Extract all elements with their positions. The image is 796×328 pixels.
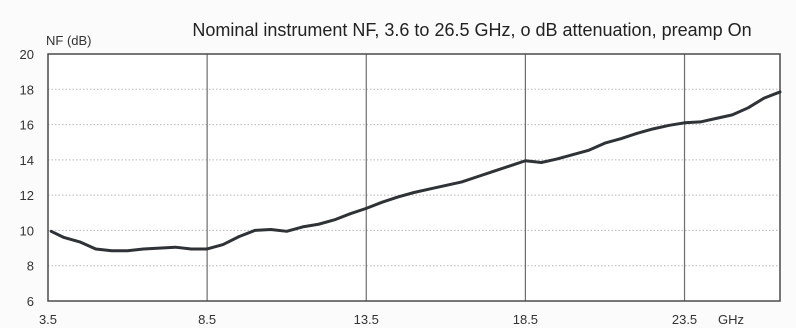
- chart-title: Nominal instrument NF, 3.6 to 26.5 GHz, …: [192, 20, 751, 40]
- series-point: [715, 117, 718, 120]
- series-point: [556, 157, 559, 161]
- series-point: [94, 247, 97, 251]
- series-point: [778, 90, 782, 94]
- y-tick-label: 16: [20, 118, 34, 133]
- series-point: [428, 187, 432, 191]
- series-point: [396, 195, 400, 199]
- series-point: [635, 132, 638, 135]
- series-point: [349, 212, 352, 215]
- series-point: [221, 243, 225, 246]
- y-tick-label: 8: [27, 259, 34, 274]
- y-tick-label: 20: [20, 47, 34, 62]
- series-point: [603, 141, 607, 145]
- series-point: [285, 230, 288, 233]
- series-point: [301, 225, 304, 229]
- series-point: [524, 159, 527, 162]
- series-point: [237, 235, 241, 238]
- series-point: [540, 161, 543, 164]
- y-tick-label: 18: [20, 82, 34, 97]
- x-tick-label: 3.5: [39, 312, 57, 327]
- series-point: [126, 249, 129, 252]
- series-point: [142, 247, 145, 251]
- series-point: [205, 247, 209, 251]
- series-point: [619, 137, 623, 140]
- series-point: [380, 201, 384, 204]
- series-point: [587, 148, 591, 152]
- x-tick-label: 18.5: [513, 312, 538, 327]
- series-point: [476, 175, 479, 178]
- x-tick-label: 13.5: [354, 312, 379, 327]
- series-point: [174, 245, 177, 249]
- series-point: [62, 236, 66, 239]
- x-tick-label: 23.5: [672, 312, 697, 327]
- y-tick-label: 12: [20, 188, 34, 203]
- y-tick-label: 6: [27, 294, 34, 309]
- series-point: [746, 106, 750, 110]
- y-axis-label: NF (dB): [46, 33, 92, 48]
- y-tick-label: 10: [20, 223, 34, 238]
- series-point: [651, 127, 654, 131]
- plot-area: [48, 54, 780, 301]
- series-point: [158, 246, 161, 250]
- series-point: [683, 121, 686, 125]
- series-point: [190, 247, 193, 251]
- series-point: [365, 207, 368, 210]
- series-point: [412, 191, 416, 194]
- series-point: [49, 230, 53, 233]
- series-point: [78, 240, 82, 244]
- y-tick-label: 14: [20, 153, 34, 168]
- series-point: [699, 120, 702, 124]
- series-point: [571, 153, 575, 156]
- series-point: [492, 170, 495, 173]
- x-axis-unit-label: GHz: [718, 312, 744, 327]
- series-point: [253, 229, 257, 232]
- series-point: [508, 164, 511, 168]
- series-point: [444, 184, 448, 187]
- series-point: [269, 228, 272, 231]
- series-point: [110, 249, 113, 252]
- series-point: [333, 218, 336, 222]
- series-point: [731, 113, 734, 117]
- x-tick-label: 8.5: [198, 312, 216, 327]
- series-point: [460, 180, 463, 184]
- series-point: [317, 223, 320, 226]
- series-point: [667, 124, 670, 127]
- plot-frame: [47, 53, 781, 302]
- series-point: [762, 96, 766, 100]
